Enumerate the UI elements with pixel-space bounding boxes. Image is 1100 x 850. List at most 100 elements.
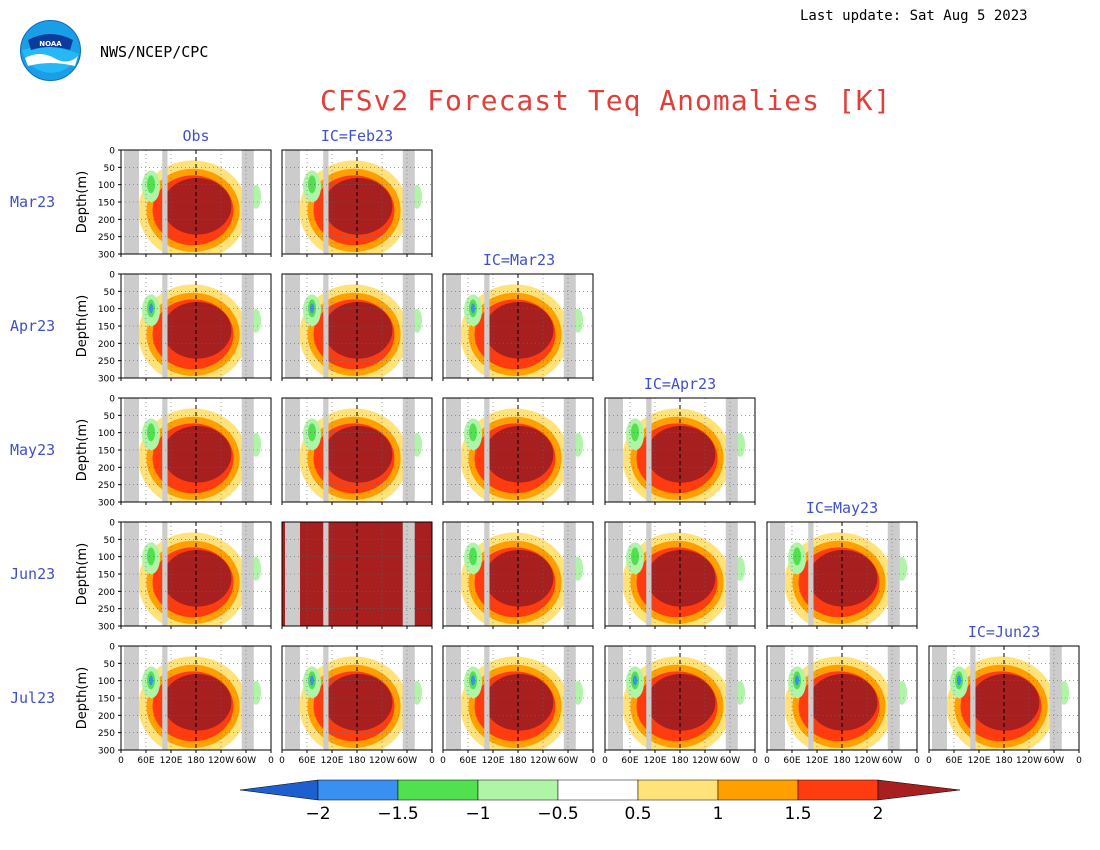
svg-text:NOAA: NOAA	[39, 40, 62, 48]
land-mask	[608, 646, 623, 750]
anomaly-contour	[793, 547, 801, 566]
y-tick-label: 100	[98, 553, 115, 563]
anomaly-contour	[484, 302, 554, 359]
x-tick-label: 0	[926, 756, 932, 766]
x-tick-label: 120W	[369, 756, 395, 766]
x-tick-label: 60W	[882, 756, 902, 766]
panel-gridlines	[443, 522, 593, 626]
anomaly-contour	[323, 302, 393, 359]
column-label: IC=Feb23	[321, 127, 393, 145]
y-tick-label: 300	[98, 251, 115, 261]
anomaly-contour	[162, 674, 232, 731]
land-mask	[241, 522, 254, 626]
x-tick-label: 0	[764, 756, 770, 766]
land-mask	[563, 522, 576, 626]
x-tick-label: 120E	[806, 756, 829, 766]
y-tick-label: 100	[98, 181, 115, 191]
anomaly-contour	[631, 547, 639, 566]
last-update-text: Last update: Sat Aug 5 2023	[800, 8, 1028, 24]
colorbar-segment	[717, 779, 799, 801]
land-mask	[770, 522, 785, 626]
colorbar-segment	[637, 779, 719, 801]
panel-gridlines	[605, 646, 755, 750]
land-mask	[162, 522, 168, 626]
y-tick-label: 250	[98, 605, 115, 615]
x-tick-label: 60E	[621, 756, 638, 766]
land-mask	[770, 646, 785, 750]
x-tick-label: 120E	[968, 756, 991, 766]
y-tick-label: 0	[109, 271, 115, 281]
land-mask	[563, 646, 576, 750]
anomaly-contour	[808, 550, 878, 607]
x-tick-label: 60W	[236, 756, 256, 766]
panel-jun23-col3	[604, 521, 756, 629]
anomaly-contour	[323, 178, 393, 235]
row-label: Jun23	[10, 565, 55, 583]
panel-gridlines	[767, 522, 917, 626]
land-mask	[608, 398, 623, 502]
panel-gridlines	[282, 150, 432, 254]
x-tick-label: 120W	[530, 756, 556, 766]
panel-may23-col0	[120, 397, 272, 505]
x-tick-label: 0	[914, 756, 920, 766]
y-tick-label: 300	[98, 375, 115, 385]
land-mask	[646, 398, 652, 502]
colorbar-tick-label: 2	[873, 804, 884, 824]
panel-jul23-col3	[604, 645, 756, 753]
land-mask	[1049, 646, 1062, 750]
x-tick-label: 0	[279, 756, 285, 766]
land-mask	[484, 522, 490, 626]
y-tick-label: 300	[98, 623, 115, 633]
land-mask	[162, 150, 168, 254]
land-mask	[932, 646, 947, 750]
anomaly-contour	[162, 550, 232, 607]
colorbar-segment	[797, 779, 879, 801]
panel-gridlines	[121, 522, 271, 626]
x-tick-label: 0	[118, 756, 124, 766]
column-label: IC=Jun23	[968, 623, 1040, 641]
x-tick-label: 0	[268, 756, 274, 766]
y-tick-label: 100	[98, 305, 115, 315]
x-tick-label: 180	[348, 756, 365, 766]
x-tick-label: 60W	[397, 756, 417, 766]
panel-gridlines	[282, 274, 432, 378]
panel-apr23-col1	[281, 273, 433, 381]
anomaly-contour	[469, 423, 477, 442]
y-axis-label: Depth(m)	[75, 419, 90, 481]
y-axis-label: Depth(m)	[75, 543, 90, 605]
land-mask	[323, 150, 329, 254]
x-tick-label: 120E	[644, 756, 667, 766]
land-mask	[484, 398, 490, 502]
x-tick-label: 60E	[783, 756, 800, 766]
land-mask	[323, 398, 329, 502]
colorbar-tick-label: −1.5	[377, 804, 418, 824]
land-mask	[162, 646, 168, 750]
land-mask	[402, 398, 415, 502]
land-mask	[285, 150, 300, 254]
anomaly-contour	[323, 674, 393, 731]
colorbar-segment	[877, 779, 961, 801]
land-mask	[402, 274, 415, 378]
anomaly-contour	[631, 423, 639, 442]
panel-gridlines	[121, 274, 271, 378]
row-label: May23	[10, 441, 55, 459]
x-tick-label: 120W	[692, 756, 718, 766]
anomaly-contour	[633, 675, 637, 686]
land-mask	[725, 522, 738, 626]
anomaly-contour	[484, 674, 554, 731]
y-tick-label: 50	[104, 536, 116, 546]
land-mask	[162, 398, 168, 502]
colorbar-tick-label: −2	[305, 804, 330, 824]
x-tick-label: 180	[671, 756, 688, 766]
y-tick-label: 50	[104, 288, 116, 298]
land-mask	[241, 398, 254, 502]
panel-gridlines	[121, 646, 271, 750]
x-tick-label: 120E	[160, 756, 183, 766]
anomaly-contour	[646, 674, 716, 731]
y-tick-label: 150	[98, 323, 115, 333]
x-tick-label: 120W	[1016, 756, 1042, 766]
y-tick-label: 200	[98, 216, 115, 226]
land-mask	[725, 398, 738, 502]
y-tick-label: 150	[98, 447, 115, 457]
